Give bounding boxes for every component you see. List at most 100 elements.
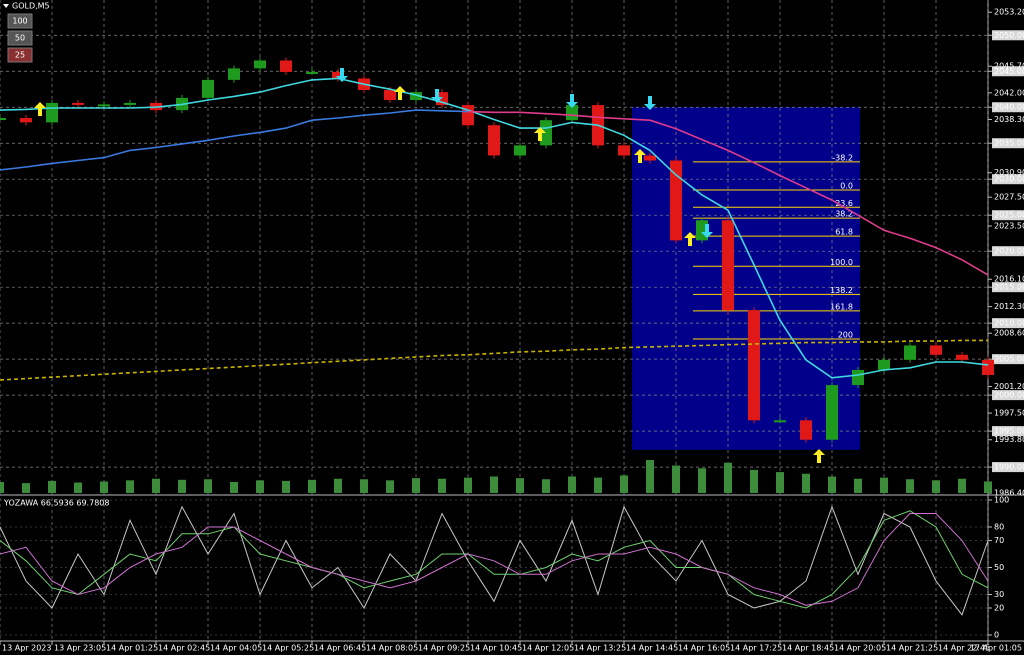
y-tick-label: 2035.00 [994, 139, 1024, 148]
volume-bar [594, 477, 602, 493]
candle [72, 102, 84, 105]
candle [488, 125, 500, 156]
indicator-line [0, 77, 989, 379]
y-label-box [992, 174, 1024, 185]
candle [930, 345, 942, 355]
y-tick-label: 2015.00 [994, 283, 1024, 292]
volume-bar [256, 480, 264, 493]
volume-bar [776, 472, 784, 493]
y-label-box [992, 354, 1024, 365]
volume-bar [386, 480, 394, 493]
y-tick-label: 80 [994, 523, 1004, 532]
y-marker-label: 2012.30 [994, 302, 1024, 311]
x-tick-label: 14 Apr 17:25 [730, 644, 782, 653]
y-marker-label: 2008.60 [994, 329, 1024, 338]
x-tick-label: 14 Apr 01:25 [106, 644, 158, 653]
y-tick-label: 2005.00 [994, 355, 1024, 364]
volume-bar [178, 479, 186, 493]
volume-bar [48, 480, 56, 493]
button-label[interactable]: 50 [15, 34, 25, 43]
volume-bar [308, 479, 316, 493]
volume-bar [334, 478, 342, 493]
y-label-box [992, 390, 1024, 401]
x-tick-label: 14 Apr 20:05 [834, 644, 886, 653]
y-marker-label: 2053.20 [994, 8, 1024, 17]
volume-bar [958, 478, 966, 493]
y-marker-label: 2042.00 [994, 88, 1024, 97]
indicator-line [0, 109, 469, 171]
volume-bar [412, 478, 420, 493]
y-label-box [992, 426, 1024, 437]
y-tick-label: 2030.00 [994, 175, 1024, 184]
y-label-box [992, 282, 1024, 293]
volume-bar [802, 473, 810, 493]
fib-level-label: 38.2 [835, 210, 853, 219]
volume-bar [932, 480, 940, 493]
y-tick-label: 70 [994, 536, 1004, 545]
candle [748, 310, 760, 421]
x-tick-label: 14 Apr 02:45 [158, 644, 210, 653]
candle [852, 369, 864, 386]
x-tick-label: 13 Apr 2023 [2, 644, 51, 653]
x-tick-label: 14 Apr 06:45 [314, 644, 366, 653]
y-tick-label: 50 [994, 563, 1004, 572]
volume-bar [568, 476, 576, 493]
button-label[interactable]: 25 [15, 51, 25, 60]
volume-bar [204, 479, 212, 493]
volume-bar [152, 478, 160, 493]
y-tick-label: 30 [994, 590, 1004, 599]
timeframe-buttons: 100 50 25 [7, 13, 33, 63]
y-tick-label: 2045.00 [994, 67, 1024, 76]
y-tick-label: 100 [994, 496, 1009, 505]
y-label-box [992, 102, 1024, 113]
volume-bar [230, 482, 238, 493]
symbol-label: GOLD,M5 [12, 2, 50, 11]
y-label-box [992, 246, 1024, 257]
x-tick-label: 14 Apr 14:45 [626, 644, 678, 653]
candle [384, 89, 396, 101]
candle [982, 359, 994, 375]
candle [670, 160, 682, 241]
volume-bar [672, 465, 680, 493]
candle [46, 102, 58, 123]
candle [826, 385, 838, 440]
volume-bar [74, 482, 82, 493]
candle [618, 145, 630, 156]
y-tick-label: 2025.00 [994, 211, 1024, 220]
candle [878, 359, 890, 370]
candle [98, 104, 110, 107]
menu-triangle [3, 4, 9, 8]
candle [540, 120, 552, 146]
volume-bar [984, 481, 992, 493]
x-tick-label: 13 Apr 23:05 [54, 644, 106, 653]
indicator-line [0, 513, 989, 606]
candle [280, 60, 292, 72]
candle [514, 145, 526, 156]
button-label[interactable]: 100 [12, 17, 27, 26]
volume-bar [22, 483, 30, 493]
y-marker-label: 2016.10 [994, 275, 1024, 284]
volume-bar [0, 482, 4, 493]
fib-level-label: 200 [838, 330, 853, 339]
y-label-box [992, 462, 1024, 473]
button[interactable] [7, 13, 33, 29]
button[interactable] [7, 47, 33, 63]
x-tick-label: 14 Apr 08:05 [366, 644, 418, 653]
x-tick-label: 14 Apr 05:25 [262, 644, 314, 653]
volume-bar [906, 479, 914, 493]
volume-bar [828, 476, 836, 493]
y-tick-label: 20 [994, 604, 1004, 613]
candle [774, 420, 786, 423]
fib-level-label: -38.2 [832, 153, 853, 162]
y-label-box [992, 30, 1024, 41]
oscillator-title: YOZAWA 66.5936 69.7808 [3, 499, 109, 508]
candle [332, 71, 344, 79]
fib-level-label: 61.8 [835, 228, 853, 237]
candle [202, 79, 214, 98]
x-tick-label: 14 Apr 21:25 [886, 644, 938, 653]
button[interactable] [7, 30, 33, 46]
y-marker-label: 1993.80 [994, 435, 1024, 444]
